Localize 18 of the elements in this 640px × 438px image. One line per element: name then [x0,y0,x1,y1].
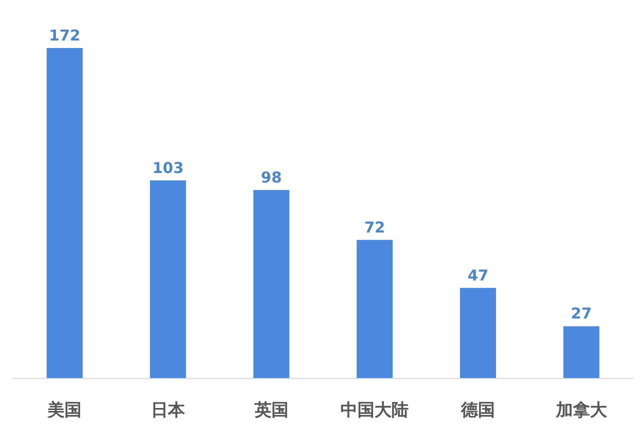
x-tick-label: 加拿大 [554,400,608,420]
bar [356,240,393,378]
bar [150,180,186,378]
bar [563,326,600,378]
data-label: 103 [152,158,184,177]
bar [253,190,290,378]
data-label: 27 [570,304,592,323]
data-label: 98 [260,168,282,186]
data-label: 172 [49,26,80,44]
data-label: 72 [364,218,386,236]
x-tick-label: 德国 [460,400,495,420]
x-tick-label: 英国 [253,400,288,420]
bar [460,288,496,378]
data-label: 47 [468,266,488,284]
x-tick-label: 日本 [151,400,186,420]
x-tick-label: 美国 [46,400,82,420]
x-tick-label: 中国大陆 [340,400,409,420]
bar [46,48,83,378]
